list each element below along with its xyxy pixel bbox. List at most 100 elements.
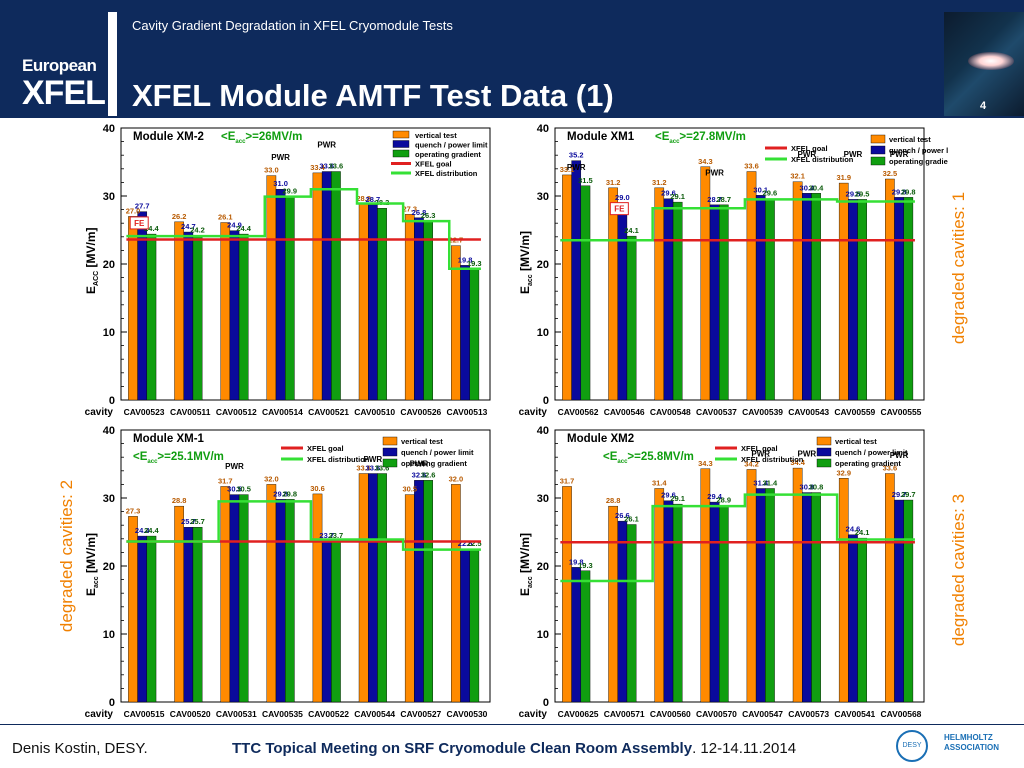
x-axis-label: cavity [519,709,548,720]
data-label-operating: 29.1 [670,192,685,201]
bar-vertical [608,505,618,703]
y-tick-label: 40 [537,425,549,437]
category-label: CAV00521 [308,407,349,417]
mean-gradient: <Eacc>=26MV/m [221,131,302,145]
european-xfel-logo: European XFEL [10,54,115,114]
presentation-subtitle: Cavity Gradient Degradation in XFEL Cryo… [132,18,453,33]
bar-operating [857,199,868,401]
data-label-vertical: 32.0 [264,474,279,483]
y-tick-label: 0 [109,395,115,407]
legend-label-vertical: vertical test [415,131,457,140]
page-number: 4 [980,100,987,112]
bar-vertical [562,486,572,703]
category-label: CAV00539 [742,407,783,417]
bar-vertical [404,494,415,703]
bar-vertical [608,187,618,401]
data-label-vertical: 28.8 [606,496,621,505]
x-axis-label: cavity [85,407,114,418]
bar-quench [460,265,470,401]
annotation-pwr: PWR [410,460,429,469]
annotation-pwr: PWR [271,153,290,162]
bar-quench [755,488,766,703]
data-label-quench: 26.8 [412,208,427,217]
data-label-quench: 23.7 [319,531,334,540]
bar-vertical [792,467,803,703]
category-label: CAV00559 [834,407,875,417]
annotation-pwr: PWR [225,462,244,471]
bar-quench [275,499,286,703]
data-label-operating: 24.1 [624,226,639,235]
annotation-pwr: PWR [890,150,909,159]
legend-swatch-operating [382,458,398,468]
bar-operating [285,499,295,703]
data-label-operating: 19.3 [467,259,482,268]
y-axis-label: EACC [MV/m] [84,227,100,294]
legend-label-quench: quench / power limit [835,448,908,457]
chart-module-xm-1: 0 10 20 30 40 Eacc [MV/m] 27.3 28.8 31.7 32.0 30.6… [84,425,491,720]
bar-operating [285,196,295,401]
data-label-vertical: 33.6 [744,162,759,171]
category-label: CAV00548 [650,407,691,417]
bar-quench [755,195,766,401]
bar-operating [377,473,387,703]
bar-operating [238,233,249,401]
data-label-vertical: 33.6 [356,464,371,473]
data-label-quench: 31.4 [753,478,768,487]
data-label-vertical: 31.7 [218,476,233,485]
data-label-operating: 29.9 [283,187,298,196]
legend-label-goal: XFEL goal [307,444,344,453]
bar-operating [580,185,591,401]
mean-gradient: <Eacc>=25.1MV/m [133,451,224,465]
legend-swatch-quench [870,145,886,155]
legend-label-vertical: vertical test [835,437,877,446]
y-axis-label: Eacc [MV/m] [518,533,534,596]
data-label-operating: 29.8 [283,489,298,498]
data-label-quench: 29.4 [707,492,722,501]
data-label-quench: 29.8 [273,489,288,498]
data-label-quench: 19.8 [458,255,473,264]
data-label-quench: 30.5 [227,485,242,494]
bar-quench [368,204,378,401]
category-label: CAV00523 [124,407,165,417]
data-label-quench: 24.9 [227,221,242,230]
annotation-pwr: PWR [798,150,817,159]
data-label-operating: 31.4 [763,478,778,487]
xfel-distribution-line [126,500,481,551]
bar-operating [469,548,480,703]
bar-vertical [358,203,369,401]
bar-quench [663,500,674,703]
data-label-operating: 28.9 [717,495,732,504]
bar-quench [414,217,424,401]
data-label-vertical: 34.3 [698,157,713,166]
bar-operating [719,505,729,703]
bar-vertical [404,214,415,401]
bar-quench [183,527,194,703]
data-label-vertical: 31.2 [652,178,667,187]
data-label-operating: 26.3 [421,211,436,220]
bar-operating [719,204,729,401]
data-label-vertical: 26.1 [218,213,233,222]
legend-label-vertical: vertical test [889,135,931,144]
y-tick-label: 10 [537,629,549,641]
category-label: CAV00570 [696,709,737,719]
data-label-quench: 29.5 [846,189,861,198]
legend-swatch-operating [392,149,410,158]
annotation-pwr: PWR [317,141,336,150]
bar-vertical [128,516,138,703]
data-label-vertical: 34.2 [744,459,759,468]
xfel-distribution-line [126,187,481,271]
y-tick-label: 40 [103,425,115,437]
data-label-operating: 29.1 [670,494,685,503]
bar-vertical [174,221,184,401]
data-label-quench: 29.6 [661,189,676,198]
legend-swatch-vertical [870,134,886,144]
category-label: CAV00571 [604,709,645,719]
bar-quench [137,535,148,703]
bar-vertical [562,174,572,401]
bar-operating [469,268,480,401]
bar-operating [331,540,341,703]
data-label-operating: 31.5 [578,176,593,185]
annotation-pwr: PWR [890,451,909,460]
category-label: CAV00526 [400,407,441,417]
data-label-vertical: 33.1 [560,165,575,174]
